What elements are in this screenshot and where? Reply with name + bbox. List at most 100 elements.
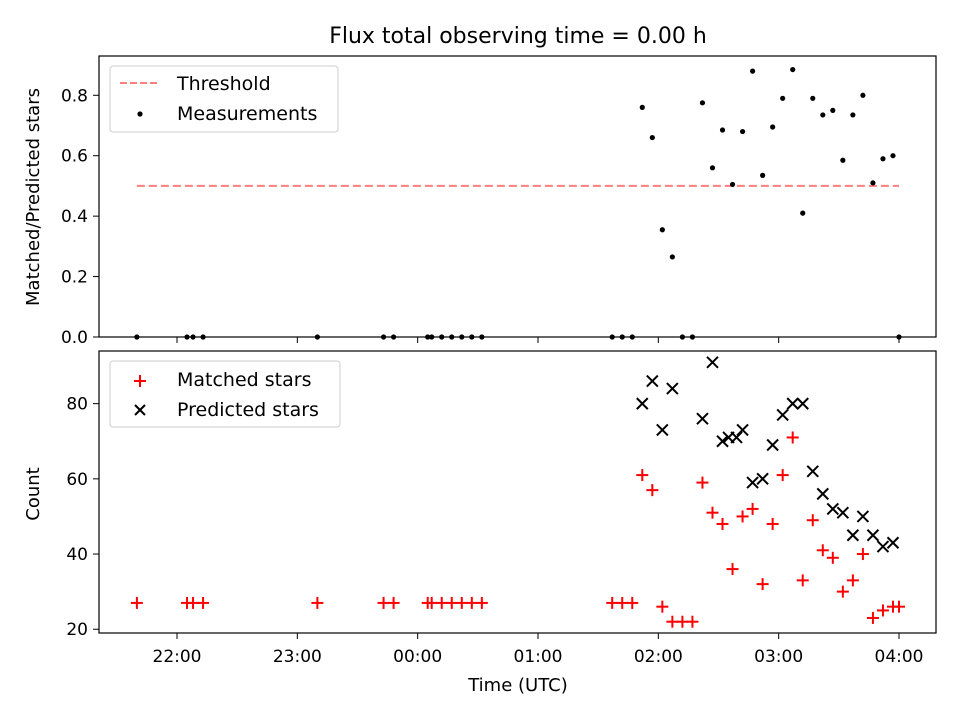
predicted-star-point (746, 476, 759, 489)
predicted-star-point (656, 423, 669, 437)
bottom-legend: Matched stars Predicted stars (109, 360, 341, 428)
legend-threshold-label: Threshold (176, 73, 271, 95)
predicted-star-point (796, 397, 809, 410)
measurement-point (479, 334, 485, 340)
matched-star-point (197, 596, 210, 609)
predicted-star-marker-b (816, 487, 829, 501)
top-y-tick-label: 0.0 (61, 328, 88, 348)
measurement-point (860, 92, 866, 98)
measurement-point (800, 210, 806, 216)
legend-measurements-swatch (137, 111, 143, 117)
predicted-star-marker-b (806, 465, 819, 478)
predicted-stars-series (636, 356, 900, 553)
matched-star-point (626, 596, 639, 609)
top-axes-frame (98, 55, 937, 338)
matched-star-point (806, 514, 819, 527)
matched-star-point (836, 585, 849, 598)
x-tick-label: 03:00 (754, 647, 803, 667)
matched-star-point (187, 596, 200, 609)
chart-title: Flux total observing time = 0.00 h (329, 24, 707, 49)
matched-star-point (445, 596, 458, 609)
predicted-star-marker-b (766, 438, 779, 452)
matched-star-point (387, 596, 400, 609)
measurement-point (709, 165, 716, 171)
measurement-point (840, 157, 846, 163)
measurement-point (699, 100, 706, 106)
top-y-tick-label: 0.6 (61, 147, 88, 167)
predicted-star-marker-b (746, 476, 759, 489)
predicted-star-marker-b (796, 397, 809, 410)
measurement-point (749, 68, 756, 74)
predicted-star-point (706, 356, 719, 369)
predicted-star-point (806, 465, 819, 478)
measurement-point (134, 334, 140, 340)
matched-star-point (676, 615, 689, 628)
measurement-point (649, 134, 655, 141)
predicted-star-marker-b (846, 529, 860, 542)
measurement-point (729, 181, 736, 188)
measurement-point (380, 334, 387, 340)
measurement-point (314, 334, 320, 340)
matched-star-point (736, 510, 749, 523)
bottom-panel: Count Time (UTC) 20 40 60 80 22:00 23:00 00:00… (23, 350, 937, 696)
matched-star-point (475, 596, 488, 609)
bottom-y-axis-label: Count (23, 467, 44, 520)
matched-star-point (786, 431, 799, 444)
legend-matched-swatch (134, 375, 146, 387)
matched-star-point (686, 615, 699, 628)
matched-star-point (726, 563, 739, 576)
matched-star-point (716, 517, 729, 530)
matched-star-point (435, 596, 448, 609)
matched-star-point (465, 596, 478, 609)
measurement-point (850, 112, 856, 118)
measurement-point (760, 172, 766, 178)
measurement-point (896, 334, 902, 340)
measurement-point (820, 112, 826, 118)
measurement-point (200, 334, 206, 340)
measurement-point (669, 254, 675, 260)
x-tick-label: 02:00 (634, 647, 683, 667)
predicted-star-marker-b (786, 397, 799, 410)
predicted-star-marker-b (656, 423, 669, 437)
matched-star-point (696, 476, 709, 489)
measurement-point (449, 334, 455, 340)
measurement-point (689, 334, 696, 340)
predicted-star-marker-b (836, 506, 850, 519)
matched-star-point (766, 517, 779, 530)
measurement-point (770, 124, 776, 130)
bottom-y-tick-label: 40 (66, 545, 88, 565)
matched-star-point (455, 596, 468, 609)
bottom-axis-ticks: 20 40 60 80 22:00 23:00 00:00 01:00 02:00 03:00 04… (66, 395, 923, 667)
matched-star-point (646, 484, 659, 497)
matched-star-point (666, 615, 679, 628)
measurement-point (780, 95, 786, 101)
top-y-tick-label: 0.2 (61, 268, 88, 288)
measurement-point (679, 334, 686, 340)
measurement-point (425, 334, 431, 340)
x-axis-label: Time (UTC) (467, 675, 568, 696)
matched-star-point (893, 600, 905, 613)
predicted-star-point (776, 408, 789, 422)
measurement-point (629, 334, 635, 340)
predicted-star-marker-b (876, 540, 890, 553)
matched-star-point (866, 611, 879, 624)
measurement-point (790, 66, 796, 73)
measurements-series (134, 66, 902, 340)
predicted-star-marker-b (636, 397, 649, 410)
matched-star-point (756, 578, 769, 591)
top-legend-box (109, 65, 339, 133)
predicted-star-point (836, 506, 850, 519)
legend-predicted-swatch (134, 404, 146, 416)
matched-star-point (377, 596, 390, 609)
predicted-star-marker-b (666, 382, 679, 395)
predicted-star-point (766, 438, 779, 452)
matched-star-point (826, 551, 839, 564)
x-tick-label: 22:00 (153, 647, 202, 667)
matched-star-point (656, 600, 669, 613)
x-tick-label: 04:00 (875, 647, 924, 667)
matched-star-point (706, 506, 719, 519)
measurement-point (184, 334, 190, 340)
predicted-star-marker-b (730, 431, 743, 444)
top-y-tick-label: 0.4 (61, 207, 88, 227)
